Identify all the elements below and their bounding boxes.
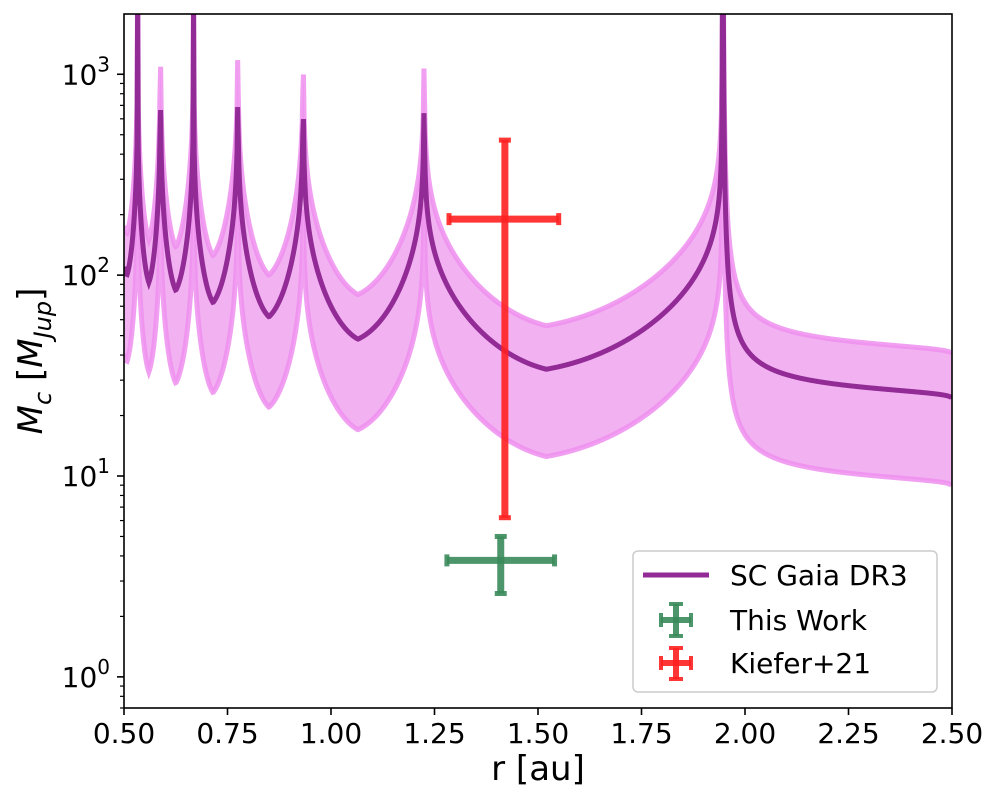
legend-box xyxy=(632,550,938,693)
legend-swatch-kiefer xyxy=(659,646,693,681)
x-tick-label: 2.50 xyxy=(921,717,983,750)
legend-label-sc-gaia: SC Gaia DR3 xyxy=(730,559,908,592)
x-tick-label: 0.75 xyxy=(196,717,258,750)
legend: SC Gaia DR3 This Work Kiefer+21 xyxy=(632,550,938,693)
x-tick-label: 0.50 xyxy=(93,717,155,750)
y-tick-label: 102 xyxy=(62,253,110,292)
series-sc-gaia-dr3-line xyxy=(124,14,952,400)
legend-label-this-work: This Work xyxy=(729,604,868,637)
x-tick-label: 2.25 xyxy=(817,717,879,750)
y-tick-label: 101 xyxy=(62,454,110,493)
x-tick-label: 1.75 xyxy=(610,717,672,750)
x-tick-label: 1.00 xyxy=(300,717,362,750)
y-axis-label: Mc [MJup] xyxy=(11,288,57,435)
error-bars xyxy=(444,137,562,597)
errorbar-kiefer-21 xyxy=(446,137,562,521)
band-lower-line xyxy=(124,14,952,488)
uncertainty-band xyxy=(124,14,952,486)
legend-swatch-this-work xyxy=(659,602,693,638)
x-tick-label: 1.25 xyxy=(403,717,465,750)
y-tick-label: 100 xyxy=(62,655,110,694)
x-axis-ticks: 0.50 0.75 1.00 1.25 1.50 1.75 2.00 2.25 2.50 xyxy=(93,708,983,750)
y-axis-ticks: 100 101 102 103 xyxy=(62,52,124,709)
x-tick-label: 2.00 xyxy=(714,717,776,750)
band-fill xyxy=(124,14,952,486)
errorbar-this-work xyxy=(444,533,558,597)
x-tick-label: 1.50 xyxy=(507,717,569,750)
y-tick-label: 103 xyxy=(62,52,110,91)
legend-label-kiefer: Kiefer+21 xyxy=(730,647,871,680)
curves xyxy=(124,14,952,488)
x-axis-label: r [au] xyxy=(491,749,585,789)
band-upper-line xyxy=(124,14,952,356)
